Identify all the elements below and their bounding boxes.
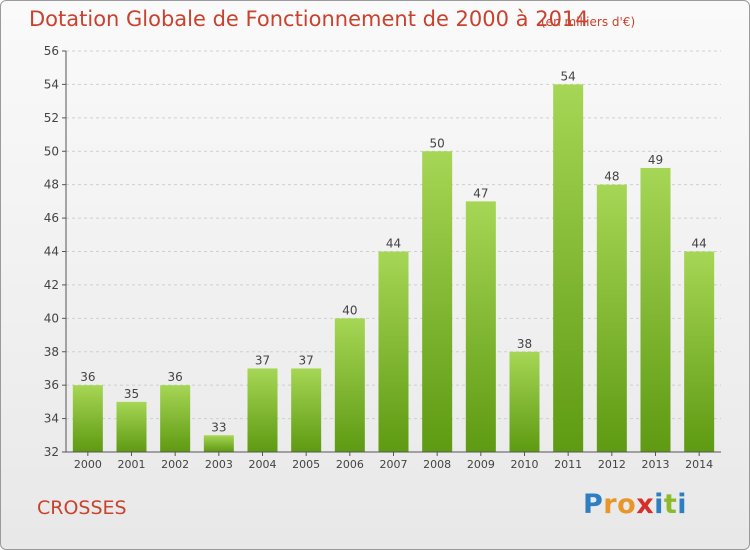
- x-tick-label: 2003: [205, 458, 233, 471]
- x-tick-label: 2006: [336, 458, 364, 471]
- y-tick-label: 44: [44, 245, 59, 259]
- bar-value-label: 48: [604, 170, 619, 184]
- bar-2005: [291, 368, 322, 452]
- bars: 36 35 36 33 37 37 40 44 50 47 38 54 48 49 44: [72, 69, 715, 453]
- bar-2013: [640, 167, 671, 453]
- x-tick-label: 2002: [161, 458, 189, 471]
- x-tick-label: 2013: [642, 458, 670, 471]
- x-tick-label: 2014: [685, 458, 713, 471]
- bar-2009: [465, 201, 496, 452]
- y-tick-label: 38: [44, 345, 59, 359]
- bar-value-label: 50: [430, 136, 445, 150]
- bar-2010: [509, 351, 540, 452]
- y-tick-label: 56: [44, 44, 59, 58]
- x-tick-label: 2004: [249, 458, 277, 471]
- y-tick-label: 46: [44, 211, 59, 225]
- bar-2012: [596, 184, 627, 452]
- bar-2001: [116, 401, 147, 452]
- bar-value-label: 35: [124, 387, 139, 401]
- bar-value-label: 44: [692, 237, 707, 251]
- x-tick-label: 2005: [292, 458, 320, 471]
- chart-unit: (en milliers d'€): [541, 15, 636, 29]
- bar-2000: [72, 385, 103, 452]
- y-tick-label: 34: [44, 412, 59, 426]
- bar-2003: [203, 435, 234, 452]
- bar-2007: [378, 251, 409, 452]
- bar-2006: [334, 318, 365, 452]
- y-tick-label: 40: [44, 311, 59, 325]
- bar-value-label: 38: [517, 337, 532, 351]
- y-tick-label: 32: [44, 445, 59, 459]
- bar-value-label: 36: [168, 370, 183, 384]
- x-tick-label: 2011: [554, 458, 582, 471]
- chart-title: Dotation Globale de Fonctionnement de 20…: [29, 7, 589, 31]
- bar-value-label: 33: [211, 420, 226, 434]
- y-tick-label: 48: [44, 178, 59, 192]
- proxiti-logo: Proxiti: [583, 489, 688, 520]
- bar-value-label: 37: [255, 353, 270, 367]
- x-tick-label: 2009: [467, 458, 495, 471]
- axes: 32 34 36 38 40 42 44 46 48 50 52 54 56 2000 2001 2002 20…: [44, 44, 721, 471]
- y-tick-label: 52: [44, 111, 59, 125]
- x-tick-label: 2008: [423, 458, 451, 471]
- bar-value-label: 37: [299, 353, 314, 367]
- x-tick-label: 2007: [380, 458, 408, 471]
- y-tick-label: 42: [44, 278, 59, 292]
- bar-value-label: 47: [473, 186, 488, 200]
- bar-2002: [160, 385, 191, 452]
- bar-value-label: 49: [648, 153, 663, 167]
- bar-value-label: 44: [386, 237, 401, 251]
- y-tick-label: 36: [44, 378, 59, 392]
- bar-value-label: 36: [80, 370, 95, 384]
- y-tick-label: 54: [44, 77, 59, 91]
- x-tick-label: 2000: [74, 458, 102, 471]
- x-tick-label: 2010: [511, 458, 539, 471]
- bar-value-label: 40: [342, 303, 357, 317]
- commune-name: CROSSES: [37, 497, 127, 519]
- x-tick-label: 2001: [118, 458, 146, 471]
- bar-2011: [553, 84, 584, 453]
- bar-value-label: 54: [561, 69, 576, 83]
- bar-2004: [247, 368, 278, 452]
- x-tick-label: 2012: [598, 458, 626, 471]
- y-tick-label: 50: [44, 144, 59, 158]
- bar-2008: [422, 151, 453, 452]
- bar-2014: [684, 251, 715, 452]
